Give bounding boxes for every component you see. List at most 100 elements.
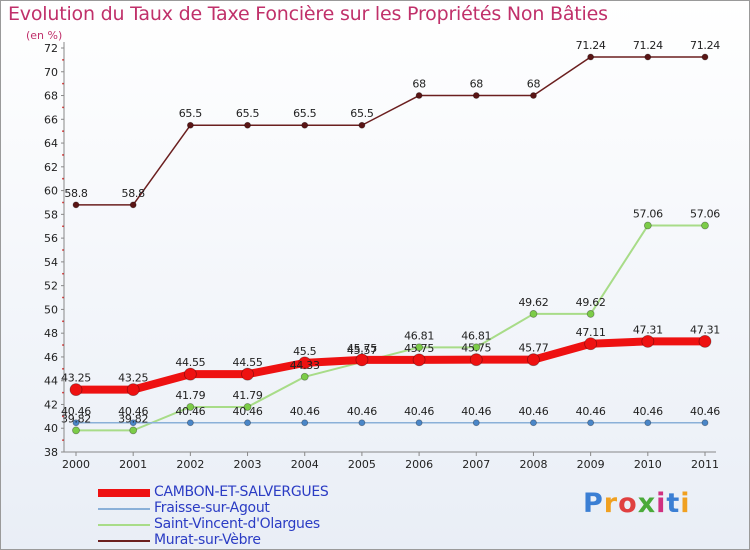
y-tick-label: 64	[44, 137, 58, 150]
data-label-fraisse-sur-agout: 40.46	[690, 405, 720, 418]
series-layer	[69, 53, 712, 435]
data-point-saint-vincent-d-olargues	[243, 403, 252, 411]
data-point-cambon-et-salvergues	[698, 334, 712, 348]
x-tick-label: 2005	[348, 458, 376, 471]
y-tick-label: 38	[44, 446, 58, 459]
data-point-saint-vincent-d-olargues	[586, 310, 595, 318]
x-tick-label: 2002	[176, 458, 204, 471]
data-point-murat-sur-v-bre	[244, 121, 251, 129]
x-tick-label: 2008	[519, 458, 547, 471]
y-minor-tick	[62, 58, 64, 61]
chart-title: Evolution du Taux de Taxe Foncière sur l…	[8, 3, 608, 25]
y-tick-label: 54	[44, 256, 58, 269]
x-tick-label: 2001	[119, 458, 147, 471]
data-label-cambon-et-salvergues: 45.75	[461, 342, 491, 355]
data-label-murat-sur-v-bre: 65.5	[350, 107, 374, 120]
data-point-cambon-et-salvergues	[355, 353, 369, 367]
data-point-cambon-et-salvergues	[584, 337, 598, 351]
data-label-cambon-et-salvergues: 43.25	[61, 372, 91, 385]
x-tick-label: 2007	[462, 458, 490, 471]
legend-swatch	[98, 524, 150, 526]
y-minor-tick	[62, 272, 64, 275]
data-label-saint-vincent-d-olargues: 46.81	[461, 329, 491, 342]
data-label-murat-sur-v-bre: 71.24	[690, 39, 720, 52]
y-minor-tick	[62, 82, 64, 85]
data-label-cambon-et-salvergues: 47.31	[633, 323, 663, 336]
data-label-murat-sur-v-bre: 65.5	[179, 107, 203, 120]
y-minor-tick	[62, 439, 64, 442]
y-tick-label: 40	[44, 422, 58, 435]
chart-axes: 38 40 42 44 46 48 50 52 54 56 58 60 62 64 66 68 70 72 2000…	[44, 42, 719, 471]
legend-label: Saint-Vincent-d'Olargues	[154, 516, 320, 532]
data-point-saint-vincent-d-olargues	[186, 403, 195, 411]
data-point-murat-sur-v-bre	[72, 201, 80, 209]
data-point-fraisse-sur-agout	[72, 419, 80, 427]
data-label-saint-vincent-d-olargues: 39.82	[61, 412, 91, 425]
data-point-fraisse-sur-agout	[186, 419, 194, 427]
data-label-saint-vincent-d-olargues: 41.79	[233, 389, 263, 402]
x-tick-label: 2010	[634, 458, 662, 471]
data-point-fraisse-sur-agout	[358, 419, 366, 427]
data-point-saint-vincent-d-olargues	[472, 343, 481, 352]
data-point-cambon-et-salvergues	[69, 383, 83, 397]
y-minor-tick	[62, 367, 64, 370]
x-tick-label: 2006	[405, 458, 433, 471]
data-label-murat-sur-v-bre: 68	[470, 78, 484, 91]
data-label-fraisse-sur-agout: 40.46	[347, 405, 377, 418]
data-point-saint-vincent-d-olargues	[300, 372, 309, 381]
y-tick-label: 46	[44, 351, 58, 364]
data-label-cambon-et-salvergues: 44.55	[233, 356, 263, 369]
y-tick-label: 60	[44, 185, 58, 198]
data-label-saint-vincent-d-olargues: 46.81	[404, 329, 434, 342]
data-label-cambon-et-salvergues: 43.25	[118, 372, 148, 385]
data-label-cambon-et-salvergues: 44.55	[175, 356, 205, 369]
data-point-murat-sur-v-bre	[301, 121, 309, 129]
data-point-cambon-et-salvergues	[469, 353, 483, 367]
y-minor-tick	[62, 201, 64, 204]
data-label-murat-sur-v-bre: 65.5	[293, 107, 317, 120]
data-label-saint-vincent-d-olargues: 45.57	[347, 344, 377, 357]
data-point-murat-sur-v-bre	[644, 53, 652, 61]
y-tick-label: 70	[44, 66, 58, 79]
y-minor-tick	[62, 249, 64, 251]
data-label-fraisse-sur-agout: 40.46	[61, 405, 91, 418]
data-label-saint-vincent-d-olargues: 39.82	[118, 412, 148, 425]
series-line-murat-sur-v-bre	[76, 56, 705, 206]
y-minor-tick	[62, 225, 64, 228]
logo-letter: x	[637, 488, 657, 519]
data-label-murat-sur-v-bre: 58.8	[122, 187, 146, 200]
y-minor-tick	[62, 296, 64, 299]
data-point-cambon-et-salvergues	[183, 367, 197, 381]
y-tick-label: 44	[44, 375, 58, 388]
data-point-murat-sur-v-bre	[186, 121, 194, 129]
data-label-saint-vincent-d-olargues: 49.62	[518, 296, 548, 309]
y-minor-tick	[62, 344, 64, 346]
data-point-cambon-et-salvergues	[527, 353, 540, 367]
x-tick-label: 2003	[234, 458, 262, 471]
data-point-fraisse-sur-agout	[587, 419, 595, 427]
y-tick-label: 56	[44, 232, 58, 245]
data-label-cambon-et-salvergues: 45.5	[293, 345, 317, 358]
y-minor-tick	[62, 154, 64, 156]
data-point-saint-vincent-d-olargues	[529, 310, 538, 318]
y-tick-label: 50	[44, 303, 58, 316]
data-label-murat-sur-v-bre: 58.8	[64, 187, 88, 200]
data-point-fraisse-sur-agout	[415, 419, 423, 427]
data-label-saint-vincent-d-olargues: 44.33	[290, 359, 320, 372]
data-label-cambon-et-salvergues: 45.75	[404, 342, 434, 355]
data-point-fraisse-sur-agout	[701, 419, 709, 427]
data-label-fraisse-sur-agout: 40.46	[633, 405, 663, 418]
data-label-fraisse-sur-agout: 40.46	[233, 405, 263, 418]
legend-label: CAMBON-ET-SALVERGUES	[154, 484, 329, 500]
line-chart: 38 40 42 44 46 48 50 52 54 56 58 60 62 64 66 68 70 72 2000…	[44, 39, 721, 471]
data-point-saint-vincent-d-olargues	[643, 221, 652, 230]
y-tick-label: 68	[44, 90, 58, 103]
data-label-fraisse-sur-agout: 40.46	[404, 405, 434, 418]
data-point-saint-vincent-d-olargues	[129, 426, 138, 435]
data-point-saint-vincent-d-olargues	[415, 343, 423, 352]
data-point-murat-sur-v-bre	[358, 121, 366, 129]
data-label-murat-sur-v-bre: 71.24	[576, 39, 606, 52]
series-line-cambon-et-salvergues	[76, 337, 705, 394]
y-tick-label: 66	[44, 113, 58, 126]
data-point-fraisse-sur-agout	[644, 419, 652, 427]
